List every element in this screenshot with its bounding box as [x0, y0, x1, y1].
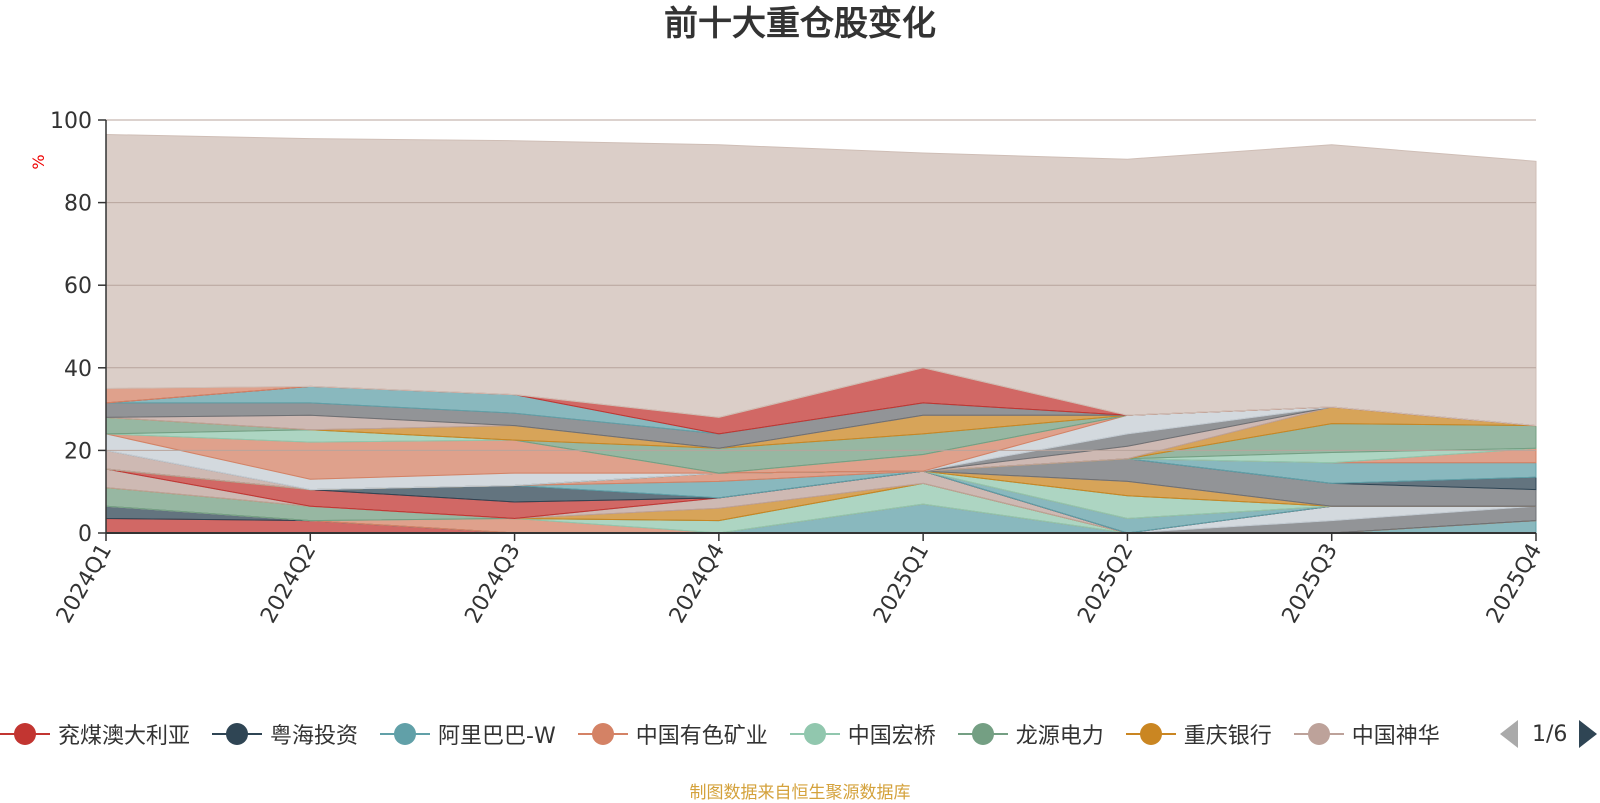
y-tick-label: 100	[50, 109, 92, 134]
area-chart: 0 20 40 60 80 100 2024Q1 2024Q2 2024Q3 2024Q4 2025…	[29, 109, 1547, 628]
x-tick-label: 2024Q2	[256, 540, 321, 628]
legend-marker-icon	[1125, 722, 1176, 746]
legend-marker-icon	[0, 722, 50, 746]
y-tick-label: 20	[64, 439, 92, 464]
source-note: 制图数据来自恒生聚源数据库	[689, 783, 911, 803]
legend-label: 龙源电力	[1015, 724, 1104, 749]
legend-item[interactable]: 阿里巴巴-W	[380, 716, 556, 752]
legend-marker-icon	[789, 722, 840, 746]
x-tick-label: 2024Q1	[52, 540, 117, 628]
areas-layer	[105, 133, 1537, 534]
x-tick-label: 2025Q1	[869, 540, 934, 628]
legend-item[interactable]: 兖煤澳大利亚	[0, 716, 190, 752]
y-tick-label: 0	[78, 522, 92, 547]
y-axis-label: %	[29, 154, 48, 169]
legend-marker-icon	[577, 722, 628, 746]
legend-marker-icon	[212, 722, 263, 746]
legend-item[interactable]: 中国宏桥	[789, 716, 936, 752]
legend-item[interactable]: 粤海投资	[212, 716, 358, 752]
x-tick-label: 2025Q2	[1073, 540, 1138, 628]
legend-pager: 1/6	[1500, 716, 1600, 752]
legend-item[interactable]: 重庆银行	[1125, 716, 1272, 752]
y-tick-label: 80	[64, 192, 92, 217]
grid-layer	[106, 119, 1536, 451]
legend-label: 中国有色矿业	[635, 724, 768, 749]
legend-next-page-arrow-icon[interactable]	[1579, 720, 1598, 748]
legend-label: 阿里巴巴-W	[438, 724, 556, 749]
legend-label: 中国神华	[1351, 724, 1440, 749]
x-tick-label: 2025Q4	[1482, 540, 1547, 628]
legend-item[interactable]: 龙源电力	[957, 716, 1104, 752]
legend: 兖煤澳大利亚 粤海投资 阿里巴巴-W 中国有色矿业 中国宏桥 龙源电力 重庆银行 中国神华	[0, 716, 1480, 752]
legend-marker-icon	[380, 722, 431, 746]
legend-marker-icon	[1293, 722, 1344, 746]
legend-label: 粤海投资	[270, 724, 359, 749]
legend-page-indicator: 1/6	[1532, 721, 1568, 747]
chart-title: 前十大重仓股变化	[664, 4, 936, 44]
area-series-39	[105, 133, 1537, 427]
legend-marker-icon	[957, 722, 1008, 746]
legend-item[interactable]: 中国神华	[1293, 716, 1440, 752]
legend-item[interactable]: 中国有色矿业	[577, 716, 768, 752]
x-tick-label: 2025Q3	[1278, 540, 1343, 628]
y-tick-label: 60	[64, 274, 92, 299]
y-tick-label: 40	[64, 357, 92, 382]
x-tick-label: 2024Q4	[665, 540, 730, 628]
x-tick-label: 2024Q3	[460, 540, 525, 628]
legend-label: 兖煤澳大利亚	[58, 724, 191, 749]
legend-label: 重庆银行	[1183, 724, 1272, 749]
legend-prev-page-arrow-icon[interactable]	[1500, 720, 1518, 748]
legend-label: 中国宏桥	[847, 724, 936, 749]
